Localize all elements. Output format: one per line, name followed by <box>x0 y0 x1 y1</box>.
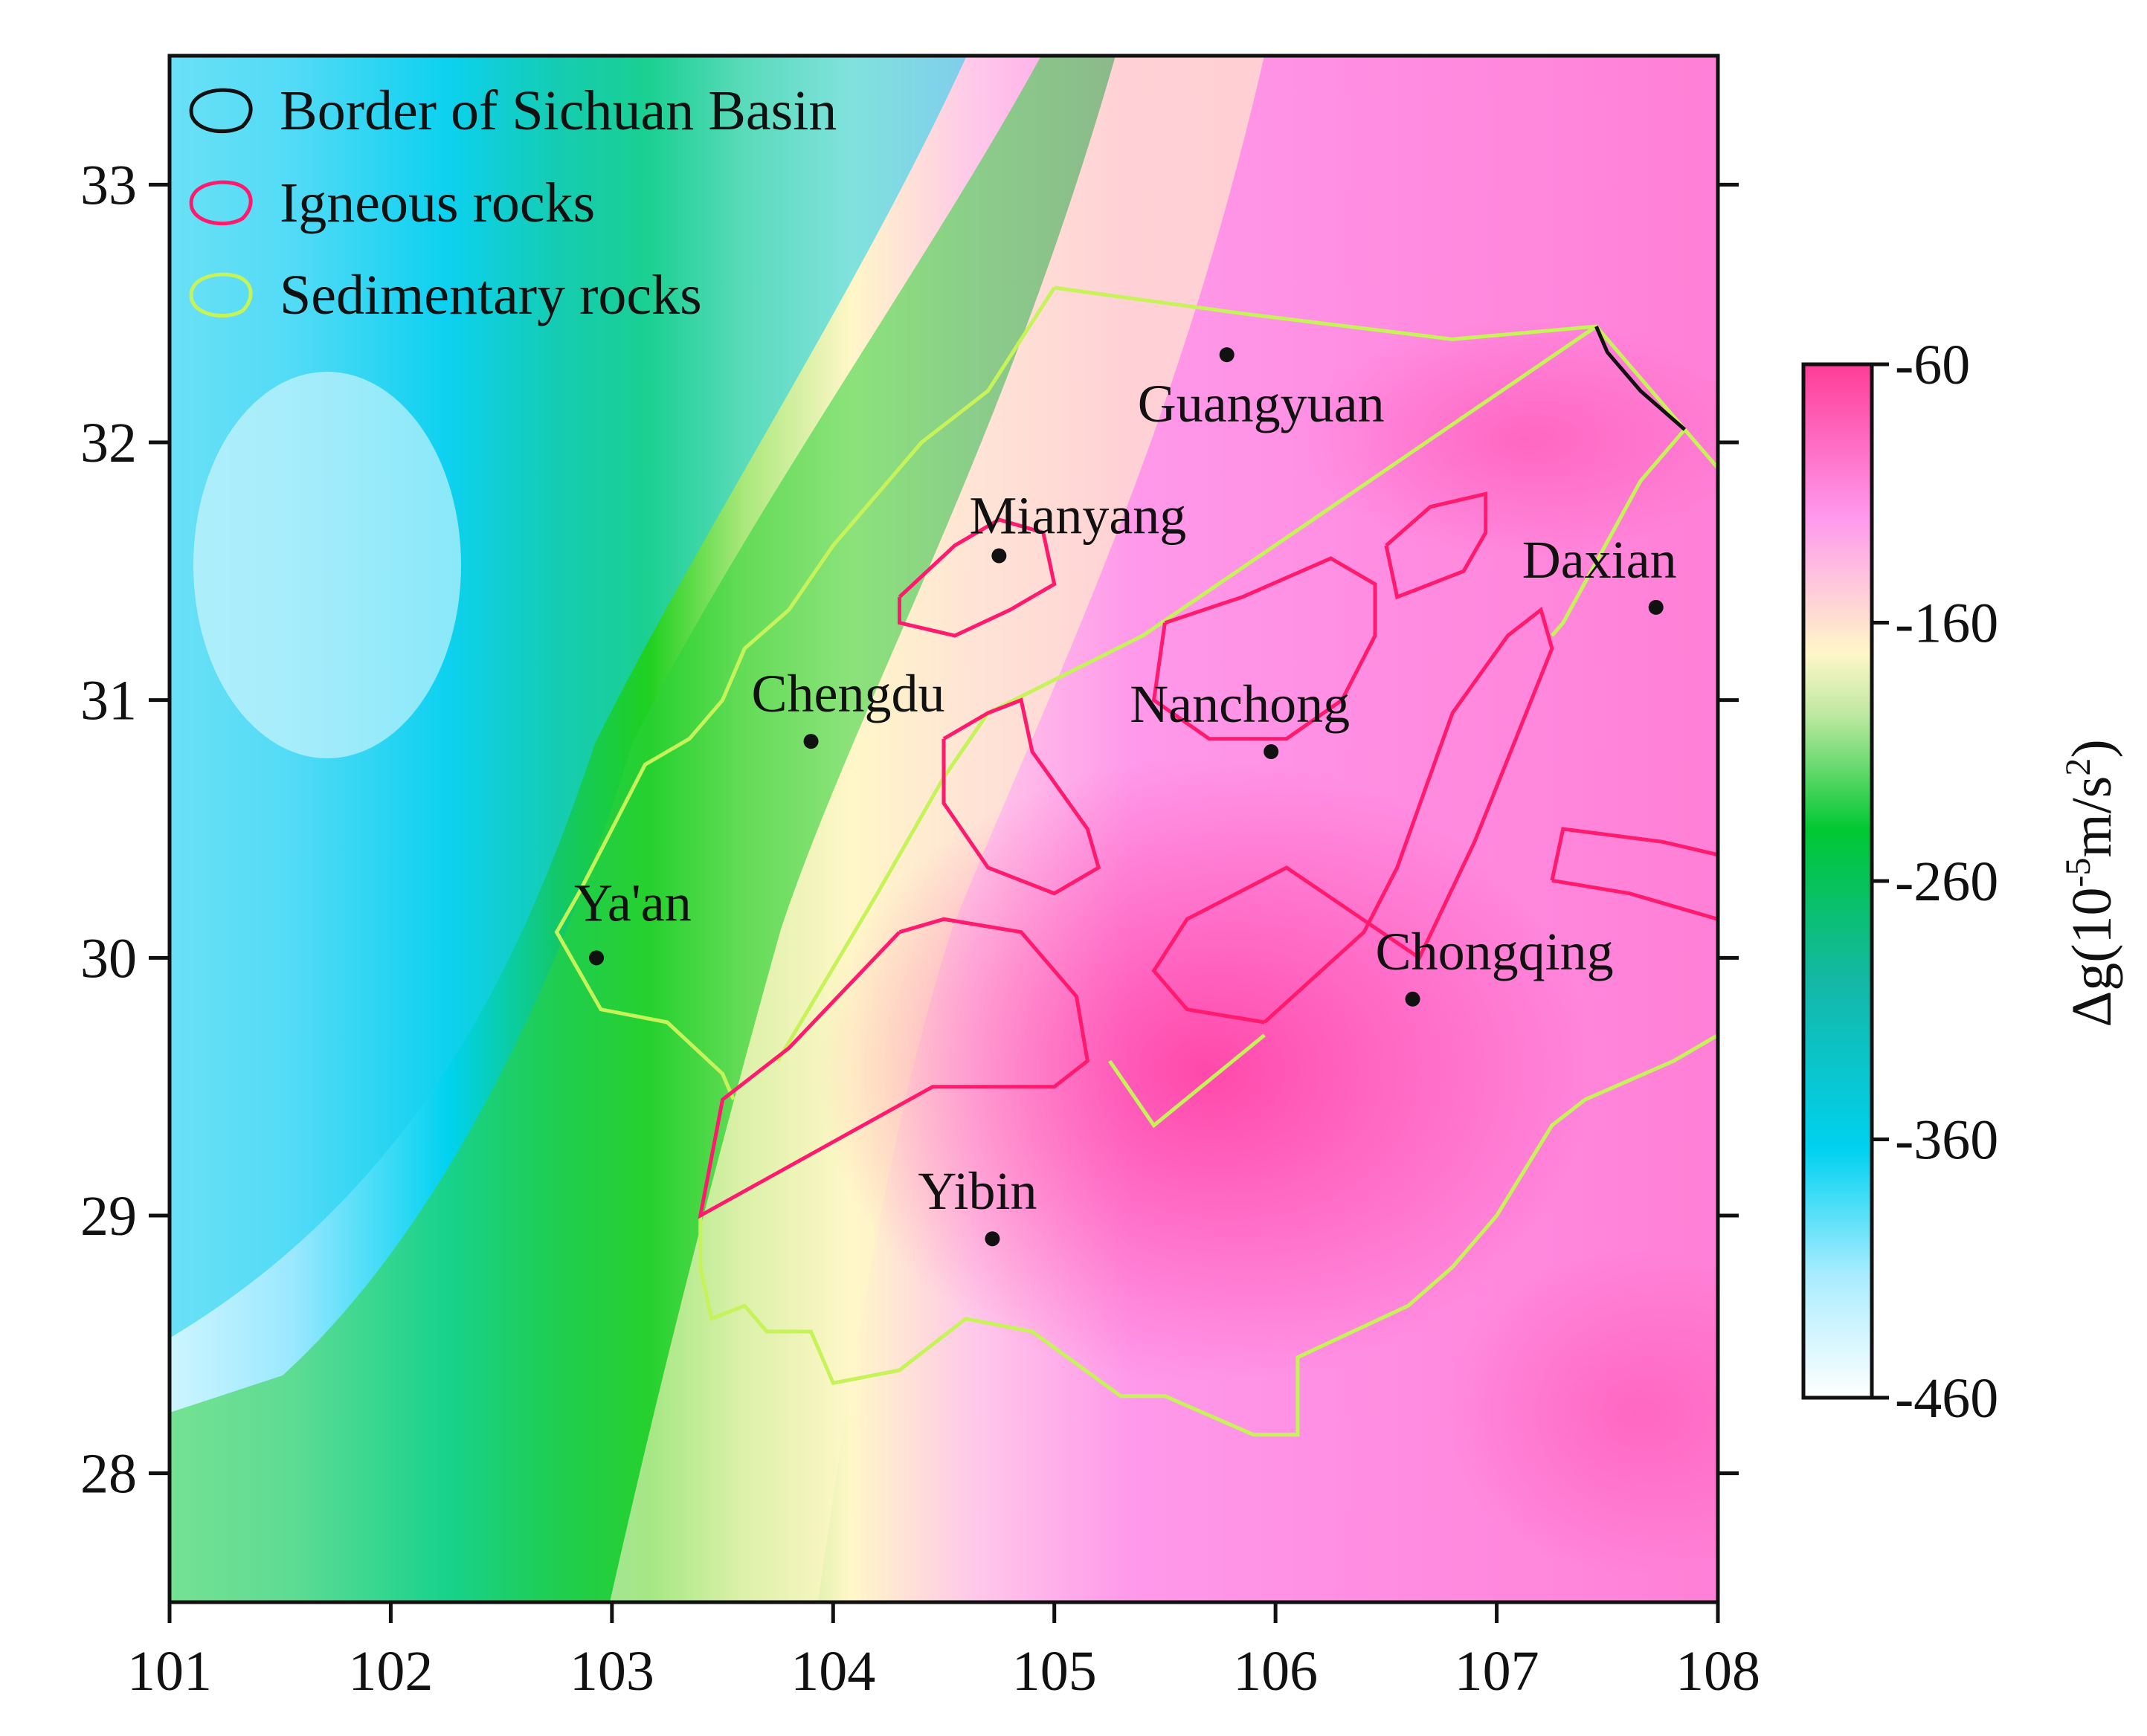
city-label: Chongqing <box>1376 922 1614 981</box>
y-tick-label: 29 <box>80 1185 137 1248</box>
x-axis-ticks: 101 102 103 104 105 106 107 108 <box>127 1602 1760 1703</box>
sedimentary-rock-boundary <box>1108 1033 1266 1129</box>
city-label: Daxian <box>1522 530 1677 590</box>
map-lines <box>554 285 1718 1437</box>
legend-label: Border of Sichuan Basin <box>280 80 837 142</box>
city-marker <box>1264 744 1279 759</box>
y-tick-label: 28 <box>80 1443 137 1506</box>
legend-label: Sedimentary rocks <box>280 264 702 326</box>
plot-frame <box>167 54 1720 1604</box>
colorbar-ramp <box>1801 362 1874 1400</box>
x-tick-label: 106 <box>1233 1640 1318 1703</box>
legend-swatch <box>189 88 253 134</box>
city-marker <box>991 548 1007 564</box>
sichuan-basin-border <box>1594 326 1687 431</box>
city-label: Guangyuan <box>1138 374 1385 433</box>
city-marker <box>985 1231 1000 1247</box>
y-tick-label: 30 <box>80 927 137 990</box>
igneous-rock-boundary <box>698 917 1090 1219</box>
x-tick-label: 105 <box>1012 1640 1097 1703</box>
sedimentary-rock-boundary <box>776 324 1597 1062</box>
anomaly-field <box>170 56 1718 1602</box>
colorbar-label: -460 <box>1895 1367 1998 1430</box>
x-tick-label: 103 <box>570 1640 654 1703</box>
colorbar-label: -360 <box>1895 1109 1998 1172</box>
sedimentary-rock-boundary <box>554 286 1056 1100</box>
city-label: Nanchong <box>1130 674 1350 734</box>
igneous-rock-boundary <box>1550 827 1718 921</box>
city-label: Ya'an <box>574 873 692 932</box>
city-markers: Guangyuan Mianyang Daxian Chengdu Nanchong Ya… <box>574 347 1677 1247</box>
legend-label: Igneous rocks <box>280 172 595 234</box>
igneous-rock-boundary <box>1151 556 1377 741</box>
y-tick-label: 31 <box>80 670 137 732</box>
legend-swatch <box>189 180 253 226</box>
igneous-rock-boundary <box>898 517 1057 638</box>
colorbar-label: -160 <box>1895 593 1998 655</box>
legend-swatch <box>189 272 253 318</box>
city-label: Mianyang <box>969 486 1186 546</box>
y-axis-ticks: 28 29 30 31 32 33 <box>80 154 1739 1506</box>
colorbar: -60 -160 -260 -360 -460 <box>1801 334 1998 1430</box>
x-tick-label: 104 <box>791 1640 875 1703</box>
colorbar-title: Δg(10-5m/s2) <box>2059 739 2123 1027</box>
city-label: Chengdu <box>752 664 945 723</box>
x-tick-label: 102 <box>348 1640 433 1703</box>
city-label: Yibin <box>918 1161 1037 1221</box>
igneous-rock-boundary <box>941 697 1101 896</box>
legend: Border of Sichuan Basin Igneous rocks Sedi… <box>189 80 837 326</box>
x-tick-label: 101 <box>127 1640 212 1703</box>
city-marker <box>803 734 819 749</box>
x-tick-label: 107 <box>1455 1640 1539 1703</box>
igneous-rock-boundary <box>1151 607 1554 1025</box>
x-tick-label: 108 <box>1676 1640 1760 1703</box>
sedimentary-rock-boundary <box>1551 428 1687 637</box>
igneous-rock-boundary <box>1384 491 1488 600</box>
colorbar-label: -60 <box>1895 334 1970 396</box>
city-marker <box>1405 991 1420 1007</box>
city-marker <box>1648 599 1664 615</box>
city-marker <box>589 950 605 966</box>
y-tick-label: 32 <box>80 412 137 474</box>
y-tick-label: 33 <box>80 154 137 216</box>
city-marker <box>1219 347 1235 363</box>
colorbar-label: -260 <box>1895 851 1998 913</box>
sedimentary-rock-boundary <box>698 1033 1718 1437</box>
